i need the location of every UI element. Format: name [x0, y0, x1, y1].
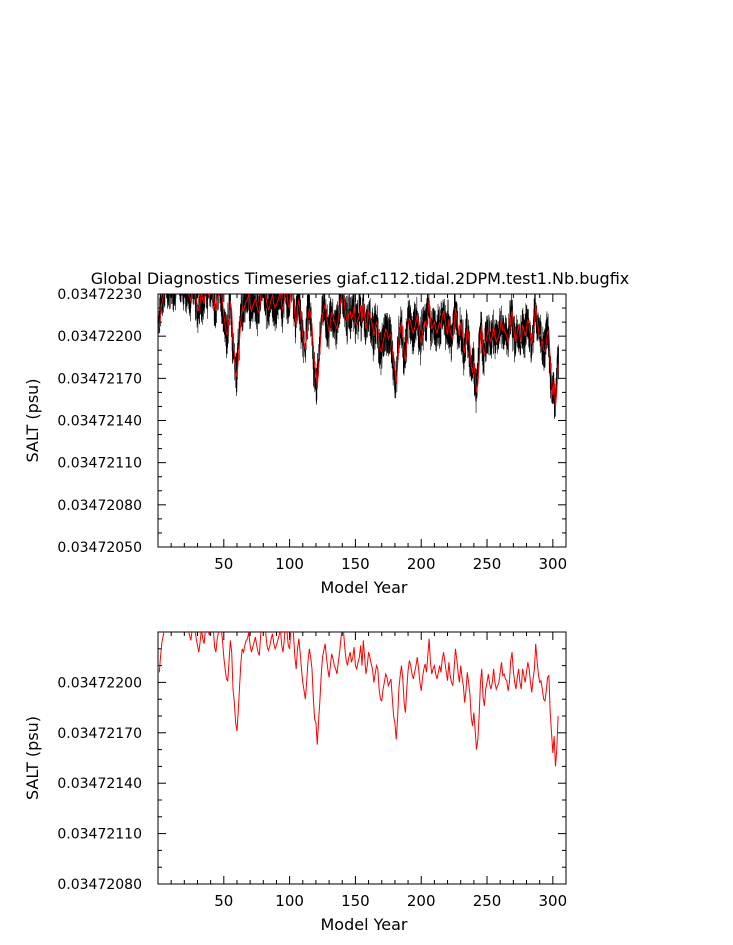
bottom-x-tick-label: 100	[275, 892, 304, 910]
bottom-plot-frame	[157, 631, 567, 885]
top-x-tick-label: 100	[275, 555, 304, 573]
top-x-tick-label: 250	[473, 555, 502, 573]
top-x-tick-label: 50	[214, 555, 233, 573]
top-y-axis-label: SALT (psu)	[23, 378, 42, 462]
top-x-tick-label: 150	[341, 555, 370, 573]
top-y-tick-label: 0.03472110	[57, 456, 142, 472]
top-x-tick-label: 300	[539, 555, 568, 573]
bottom-x-tick-label: 50	[214, 892, 233, 910]
top-y-tick-label: 0.03472170	[57, 371, 142, 387]
top-x-tick-label: 200	[407, 555, 436, 573]
bottom-x-tick-label: 250	[473, 892, 502, 910]
bottom-panel: 50 100 150 200 250 300 0.03472080 0.03472110 0.0…	[23, 631, 568, 934]
chart-title: Global Diagnostics Timeseries giaf.c112.…	[91, 269, 630, 288]
top-y-tick-label: 0.03472230	[57, 287, 142, 303]
top-annual-series-line	[158, 294, 559, 407]
bottom-annual-series-line	[158, 632, 559, 767]
bottom-x-axis-label: Model Year	[321, 915, 408, 934]
bottom-y-tick-label: 0.03472200	[57, 675, 142, 691]
top-y-tick-label: 0.03472080	[57, 498, 142, 514]
bottom-x-tick-label: 300	[539, 892, 568, 910]
bottom-y-axis-label: SALT (psu)	[23, 716, 42, 800]
top-y-tick-label: 0.03472050	[57, 540, 142, 556]
top-panel: 50 100 150 200 250 300 0.03472050 0.03472080 0.0…	[23, 287, 568, 597]
bottom-y-tick-label: 0.03472080	[57, 877, 142, 893]
bottom-x-tick-label: 150	[341, 892, 370, 910]
bottom-x-tick-label: 200	[407, 892, 436, 910]
top-x-axis-label: Model Year	[321, 578, 408, 597]
top-y-tick-label: 0.03472140	[57, 414, 142, 430]
bottom-y-tick-label: 0.03472110	[57, 827, 142, 843]
top-monthly-series-line	[158, 294, 559, 419]
top-y-tick-label: 0.03472200	[57, 329, 142, 345]
bottom-y-tick-label: 0.03472170	[57, 726, 142, 742]
bottom-y-tick-label: 0.03472140	[57, 776, 142, 792]
